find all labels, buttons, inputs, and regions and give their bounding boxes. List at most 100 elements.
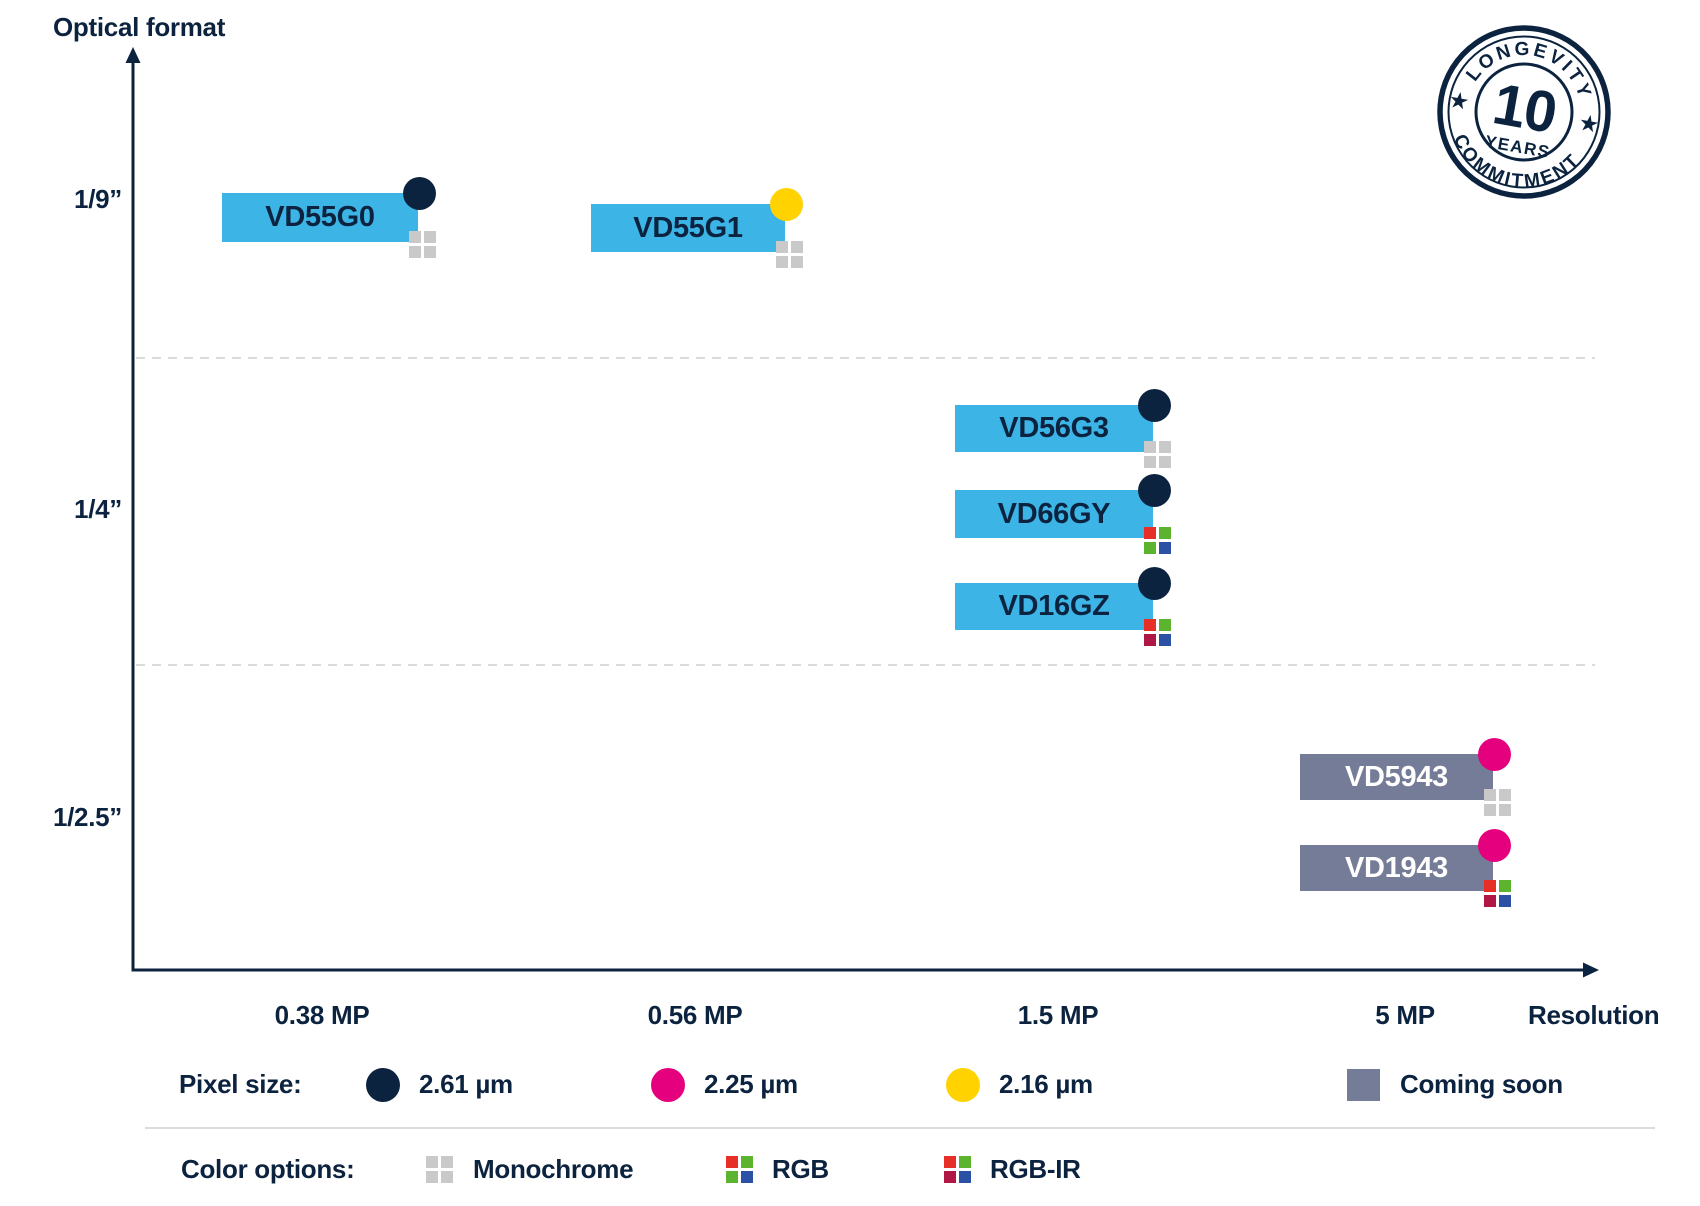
product-label: VD1943 [1345, 851, 1448, 884]
option-square [726, 1156, 738, 1168]
option-square [424, 231, 436, 243]
option-square [1159, 441, 1171, 453]
option-square [1499, 789, 1511, 801]
color-option-slot [776, 241, 803, 268]
color-option-slot [1144, 527, 1171, 554]
option-square [1144, 527, 1156, 539]
option-square [441, 1171, 453, 1183]
x-axis-title: Resolution [1528, 1000, 1660, 1030]
option-square [726, 1171, 738, 1183]
x-axis-arrow-icon [1583, 962, 1599, 978]
legend-label-216um: 2.16 µm [999, 1069, 1093, 1099]
option-square [1484, 789, 1496, 801]
color-option-slot [1144, 619, 1171, 646]
pixel-size-dot [1138, 474, 1171, 507]
legend-divider [145, 1127, 1655, 1129]
option-square [1159, 634, 1171, 646]
rgb-ir-legend-icon [944, 1156, 971, 1183]
option-square [409, 246, 421, 258]
x-tick-15mp: 1.5 MP [1017, 1000, 1099, 1030]
option-square [959, 1171, 971, 1183]
longevity-badge: LONGEVITY COMMITMENT ★ ★ 10 YEARS [1437, 25, 1611, 203]
monochrome-option-icon [426, 1156, 453, 1183]
option-square [1484, 880, 1496, 892]
option-square [1499, 880, 1511, 892]
option-square [1484, 804, 1496, 816]
product-bar-vd5943: VD5943 [1300, 738, 1511, 816]
coming-soon-swatch [1347, 1069, 1380, 1101]
option-square [741, 1171, 753, 1183]
option-square [1144, 634, 1156, 646]
x-tick-5mp: 5 MP [1375, 1000, 1435, 1030]
option-square [741, 1156, 753, 1168]
pixel-size-dot [403, 177, 436, 210]
star-icon: ★ [1578, 112, 1600, 137]
rgb-legend-icon [726, 1156, 753, 1183]
product-bar-vd55g0: VD55G0 [222, 177, 436, 258]
option-square [1144, 456, 1156, 468]
product-bar-vd56g3: VD56G3 [955, 389, 1171, 468]
option-square [944, 1171, 956, 1183]
monochrome-legend-icon [426, 1156, 453, 1183]
option-square [791, 256, 803, 268]
option-square [426, 1171, 438, 1183]
pixel-size-label: Pixel size: [179, 1069, 302, 1099]
product-bar-vd55g1: VD55G1 [591, 188, 803, 268]
product-bar-vd66gy: VD66GY [955, 474, 1171, 554]
monochrome-option-icon [1484, 789, 1511, 816]
product-label: VD55G0 [265, 201, 375, 233]
option-square [944, 1156, 956, 1168]
rgb-ir-label: RGB-IR [990, 1154, 1081, 1184]
option-square [441, 1156, 453, 1168]
legend-label-225um: 2.25 µm [704, 1069, 798, 1099]
option-square [409, 231, 421, 243]
rgb-ir-option-icon [944, 1156, 971, 1183]
pixel-size-dot [1478, 738, 1511, 771]
y-axis-arrow-icon [125, 47, 141, 63]
option-square [1159, 456, 1171, 468]
x-tick-056mp: 0.56 MP [647, 1000, 743, 1030]
option-square [1144, 542, 1156, 554]
option-square [1499, 895, 1511, 907]
color-options-label: Color options: [181, 1154, 355, 1184]
option-square [424, 246, 436, 258]
color-option-slot [1144, 441, 1171, 468]
legend-dot-261um [366, 1068, 400, 1102]
monochrome-option-icon [776, 241, 803, 268]
color-option-slot [1484, 880, 1511, 907]
monochrome-label: Monochrome [473, 1154, 634, 1184]
legend-dot-216um [946, 1068, 980, 1102]
badge-second-ring [1447, 35, 1601, 189]
option-square [426, 1156, 438, 1168]
product-bar-vd1943: VD1943 [1300, 829, 1511, 907]
option-square [1159, 527, 1171, 539]
y-tick-1-4: 1/4” [74, 494, 122, 524]
badge-outer-ring [1437, 25, 1611, 199]
pixel-size-dot [1138, 567, 1171, 600]
option-square [776, 256, 788, 268]
x-tick-038mp: 0.38 MP [274, 1000, 370, 1030]
option-square [1499, 804, 1511, 816]
product-label: VD5943 [1345, 760, 1448, 793]
option-square [1159, 542, 1171, 554]
product-bar-vd16gz: VD16GZ [955, 567, 1171, 646]
rgb-option-icon [1144, 527, 1171, 554]
option-square [959, 1156, 971, 1168]
pixel-size-dot [770, 188, 803, 221]
star-icon: ★ [1448, 89, 1470, 114]
badge-inner-ring [1474, 62, 1574, 162]
rgb-ir-option-icon [1484, 880, 1511, 907]
option-square [1159, 619, 1171, 631]
rgb-option-icon [726, 1156, 753, 1183]
rgb-ir-option-icon [1144, 619, 1171, 646]
product-label: VD66GY [997, 497, 1111, 530]
legend-dot-225um [651, 1068, 685, 1102]
color-option-slot [409, 231, 436, 258]
y-tick-1-9: 1/9” [74, 184, 122, 214]
rgb-label: RGB [772, 1154, 829, 1184]
pixel-size-dot [1478, 829, 1511, 862]
product-label: VD16GZ [998, 590, 1110, 622]
option-square [1144, 441, 1156, 453]
option-square [1144, 619, 1156, 631]
